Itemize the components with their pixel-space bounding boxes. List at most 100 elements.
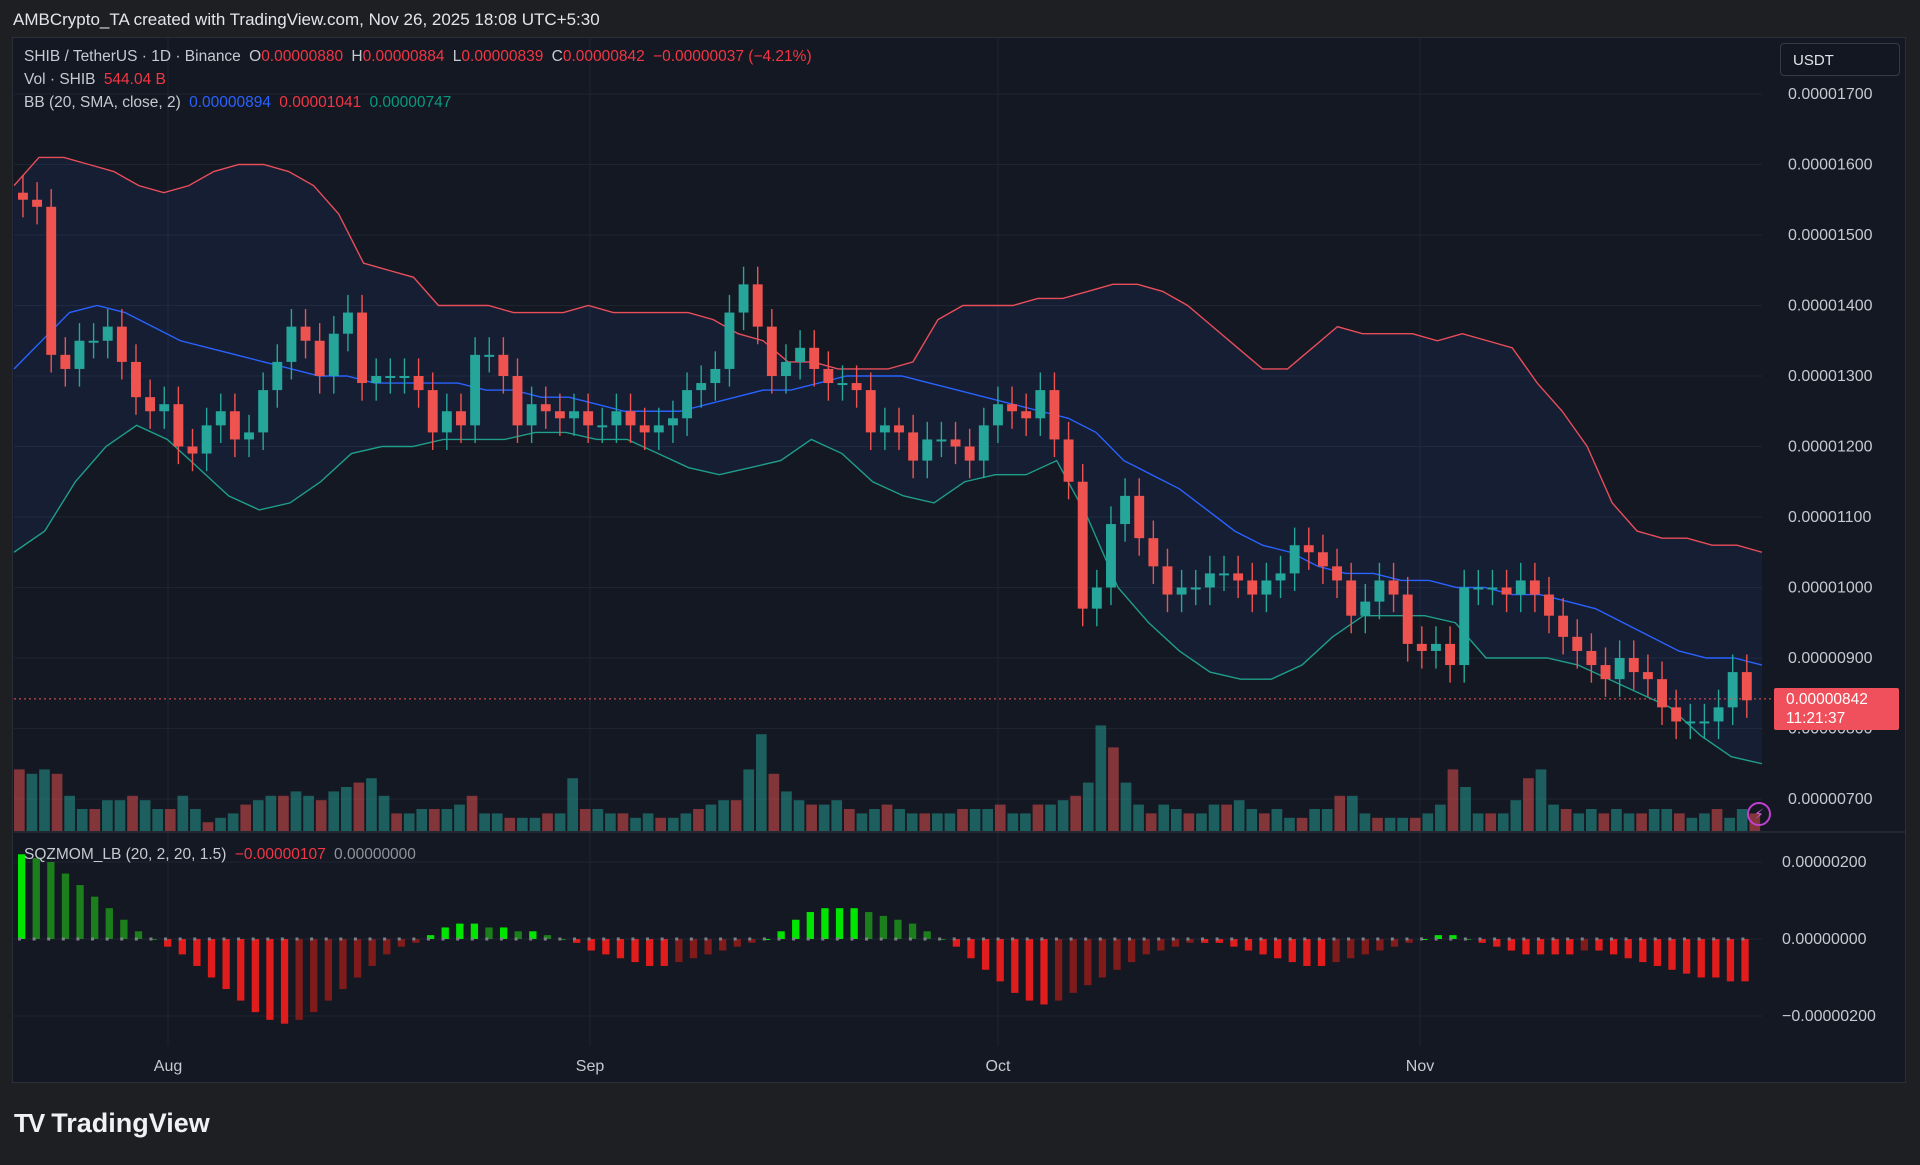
candle-body [1699, 721, 1710, 724]
volume-bar [1711, 809, 1723, 831]
currency-button[interactable]: USDT [1780, 43, 1900, 76]
volume-bar [1258, 813, 1270, 831]
candle-body [950, 439, 961, 447]
volume-bar [1422, 813, 1434, 831]
price-axis-tick-label: 0.00001100 [1788, 509, 1871, 526]
sqz-bar [704, 939, 712, 955]
sqz-bar [1186, 939, 1194, 943]
sqz-zero-dot [222, 937, 226, 941]
sqz-bar [1040, 939, 1048, 1005]
volume-bar [1296, 817, 1308, 831]
volume-bar [630, 817, 641, 831]
sqz-bar [1201, 939, 1209, 943]
volume-bar [51, 773, 63, 831]
candle-body [1303, 545, 1314, 553]
volume-bar [1082, 782, 1094, 831]
candle-body [992, 404, 1003, 426]
sqz-zero-dot [470, 937, 474, 941]
sqz-label[interactable]: SQZMOM_LB (20, 2, 20, 1.5) [24, 846, 227, 863]
volume-bar [190, 809, 201, 831]
volume-bar [881, 804, 893, 831]
symbol-label[interactable]: SHIB / TetherUS · 1D · Binance [24, 48, 241, 65]
bb-legend: BB (20, SMA, close, 2) 0.00000894 0.0000… [24, 94, 455, 112]
candle-body [116, 326, 127, 362]
sqz-zero-dot [1653, 937, 1657, 941]
volume-bar [529, 817, 541, 831]
sqz-zero-dot [266, 937, 270, 941]
candle-body [752, 284, 763, 327]
volume-bar [1585, 809, 1597, 831]
volume-bar [680, 813, 692, 831]
sqz-bar [602, 939, 610, 955]
sqz-bar [879, 915, 887, 939]
candle-body [215, 411, 226, 426]
candle-body [1148, 538, 1159, 567]
candle-body [229, 411, 240, 440]
volume-bar [366, 778, 377, 831]
candle-body [1558, 615, 1569, 637]
bolt-icon[interactable]: ⚡ [1747, 802, 1771, 826]
sqz-bar [91, 896, 99, 939]
volume-bar [1673, 813, 1685, 831]
volume-bar [265, 795, 277, 831]
sqz-bar [441, 927, 449, 939]
time-axis-tick-label: Oct [986, 1058, 1011, 1075]
sqz-bar [850, 908, 858, 939]
volume-bar [1384, 817, 1396, 831]
bb-label[interactable]: BB (20, SMA, close, 2) [24, 94, 181, 111]
sqz-zero-dot [1682, 937, 1686, 941]
sqz-bar [397, 939, 406, 947]
sqz-bar [777, 931, 785, 939]
candle-body [187, 446, 198, 454]
candle-body [328, 333, 339, 376]
sqz-bar [806, 912, 814, 939]
sqz-bar [1653, 939, 1662, 966]
sqz-zero-dot [835, 937, 839, 941]
tradingview-logo[interactable]: TV TradingView [14, 1108, 210, 1139]
volume-bar [1233, 800, 1245, 831]
sqz-zero-dot [1259, 937, 1263, 941]
volume-bar [139, 800, 151, 831]
sqz-zero-dot [908, 937, 912, 941]
volume-bar [906, 813, 918, 831]
volume-bar [215, 817, 226, 831]
sqz-zero-dot [1697, 937, 1701, 941]
sqz-bar [835, 908, 844, 939]
candle-body [625, 411, 636, 426]
sqz-bar [47, 862, 55, 939]
sqz-bar [310, 939, 318, 1013]
sqz-zero-dot [149, 937, 153, 941]
sqz-bar [1595, 939, 1603, 951]
volume-bar [869, 809, 880, 831]
candle-body [1600, 665, 1611, 680]
sqz-zero-dot [1624, 937, 1628, 941]
sqz-bar [1712, 939, 1720, 978]
volume-bar [667, 817, 679, 831]
bar-countdown: 11:21:37 [1786, 710, 1846, 727]
candle-body [1021, 411, 1032, 419]
sqz-zero-dot [383, 937, 387, 941]
sqz-zero-dot [47, 937, 51, 941]
candle-body [795, 347, 806, 362]
price-legend: SHIB / TetherUS · 1D · Binance O0.000008… [24, 48, 816, 66]
candle-body [1106, 524, 1116, 588]
sqz-bar [193, 939, 201, 966]
volume-bar [340, 787, 352, 831]
candle-body [1360, 601, 1371, 616]
candle-body [1487, 587, 1498, 590]
price-axis-tick-label: 0.00000900 [1788, 650, 1873, 667]
volume-bar [1045, 804, 1056, 831]
sqz-bar [1551, 939, 1559, 955]
sqz-zero-dot [1405, 937, 1409, 941]
candle-body [1317, 552, 1328, 567]
sqz-zero-dot [1580, 937, 1584, 941]
chart-panel[interactable] [12, 37, 1906, 1083]
volume-bar [441, 809, 453, 831]
volume-label[interactable]: Vol · SHIB [24, 71, 96, 88]
volume-bar [252, 800, 264, 831]
sqz-zero-dot [1595, 937, 1599, 941]
candle-body [286, 326, 297, 362]
sqz-bar [412, 939, 420, 943]
candle-body [102, 326, 113, 341]
